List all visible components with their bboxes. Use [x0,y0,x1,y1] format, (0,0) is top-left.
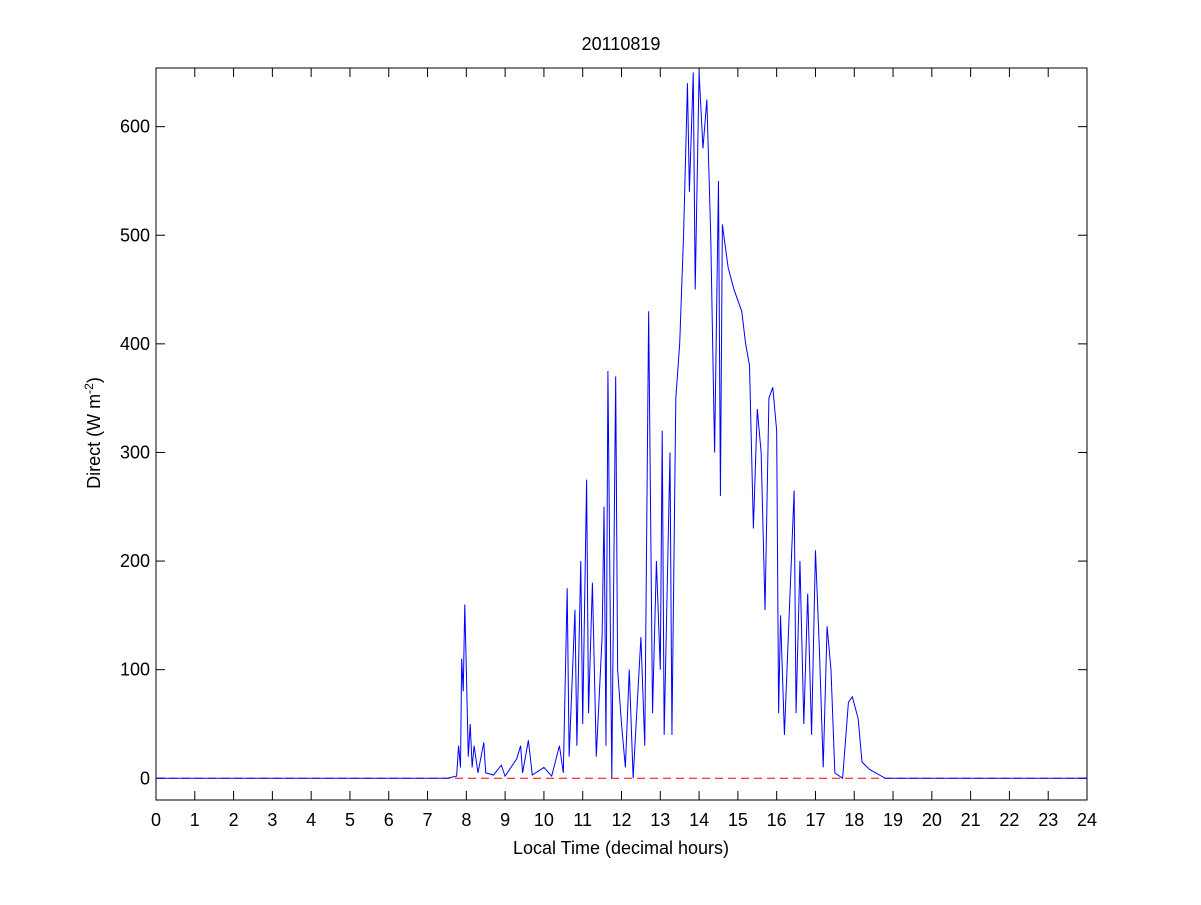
x-tick-label: 15 [728,810,748,830]
x-tick-label: 7 [423,810,433,830]
chart-title: 20110819 [582,34,661,54]
x-tick-label: 17 [805,810,825,830]
x-tick-label: 22 [999,810,1019,830]
y-label-text: Direct (W m [84,394,104,489]
data-line [156,72,1087,780]
x-tick-label: 12 [611,810,631,830]
y-axis-label: Direct (W m-2) [82,377,104,489]
x-tick-label: 4 [306,810,316,830]
x-tick-label: 3 [267,810,277,830]
x-axis-label: Local Time (decimal hours) [513,838,729,858]
y-tick-label: 300 [120,442,150,462]
x-tick-label: 11 [573,810,592,830]
x-tick-label: 5 [345,810,355,830]
x-tick-label: 19 [883,810,903,830]
x-tick-label: 6 [384,810,394,830]
x-tick-label: 9 [500,810,510,830]
x-tick-label: 14 [689,810,709,830]
x-tick-label: 0 [151,810,161,830]
y-tick-label: 400 [120,334,150,354]
x-tick-label: 24 [1077,810,1097,830]
plot-box [155,67,1088,801]
x-tick-label: 10 [534,810,554,830]
y-label-suffix: ) [84,377,104,383]
x-tick-label: 21 [961,810,981,830]
x-tick-label: 18 [844,810,864,830]
x-tick-label: 13 [650,810,670,830]
x-tick-label: 8 [461,810,471,830]
x-tick-label: 1 [190,810,200,830]
y-tick-label: 0 [140,768,150,788]
x-tick-label: 16 [767,810,787,830]
x-tick-label: 20 [922,810,942,830]
y-tick-label: 100 [120,660,150,680]
y-tick-label: 200 [120,551,150,571]
x-tick-label: 23 [1038,810,1058,830]
y-tick-label: 500 [120,225,150,245]
y-tick-label: 600 [120,117,150,137]
y-label-superscript: -2 [82,383,96,394]
x-tick-label: 2 [229,810,239,830]
